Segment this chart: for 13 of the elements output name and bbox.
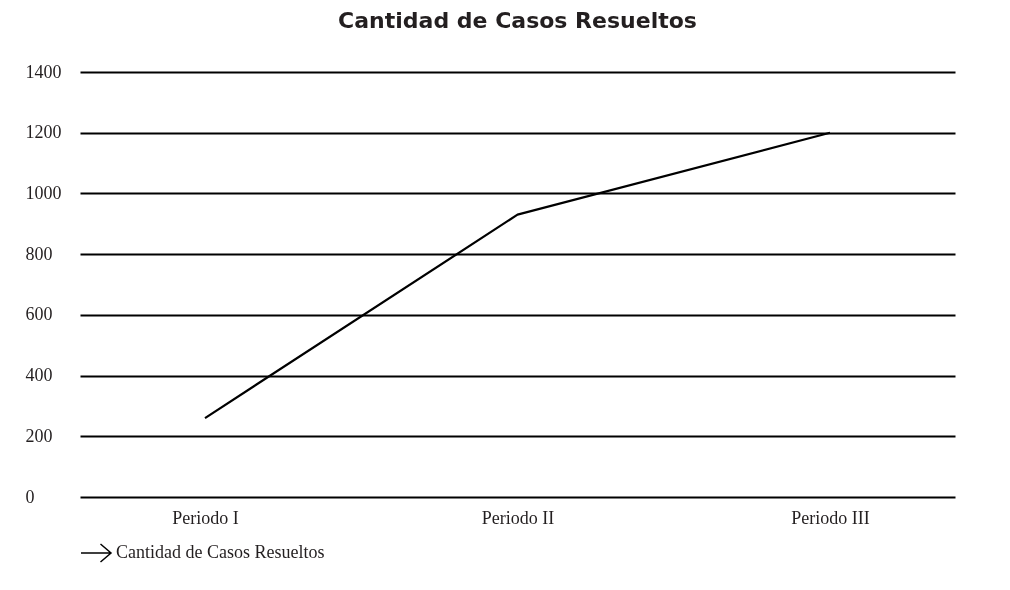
- x-tick-label: Periodo III: [791, 507, 870, 528]
- y-tick-label: 400: [25, 365, 53, 386]
- y-tick-label: 1000: [25, 182, 62, 203]
- y-tick-label: 600: [25, 304, 53, 325]
- y-tick-label: 1400: [25, 61, 62, 82]
- y-tick-label: 0: [25, 486, 35, 507]
- x-tick-label: Periodo I: [172, 507, 239, 528]
- y-tick-label: 200: [25, 425, 53, 446]
- y-tick-label: 1200: [25, 122, 62, 143]
- x-tick-label: Periodo II: [481, 507, 555, 528]
- y-tick-label: 800: [25, 243, 53, 264]
- chart-title: Cantidad de Casos Resueltos: [338, 8, 697, 33]
- legend-label: Cantidad de Casos Resueltos: [116, 542, 325, 562]
